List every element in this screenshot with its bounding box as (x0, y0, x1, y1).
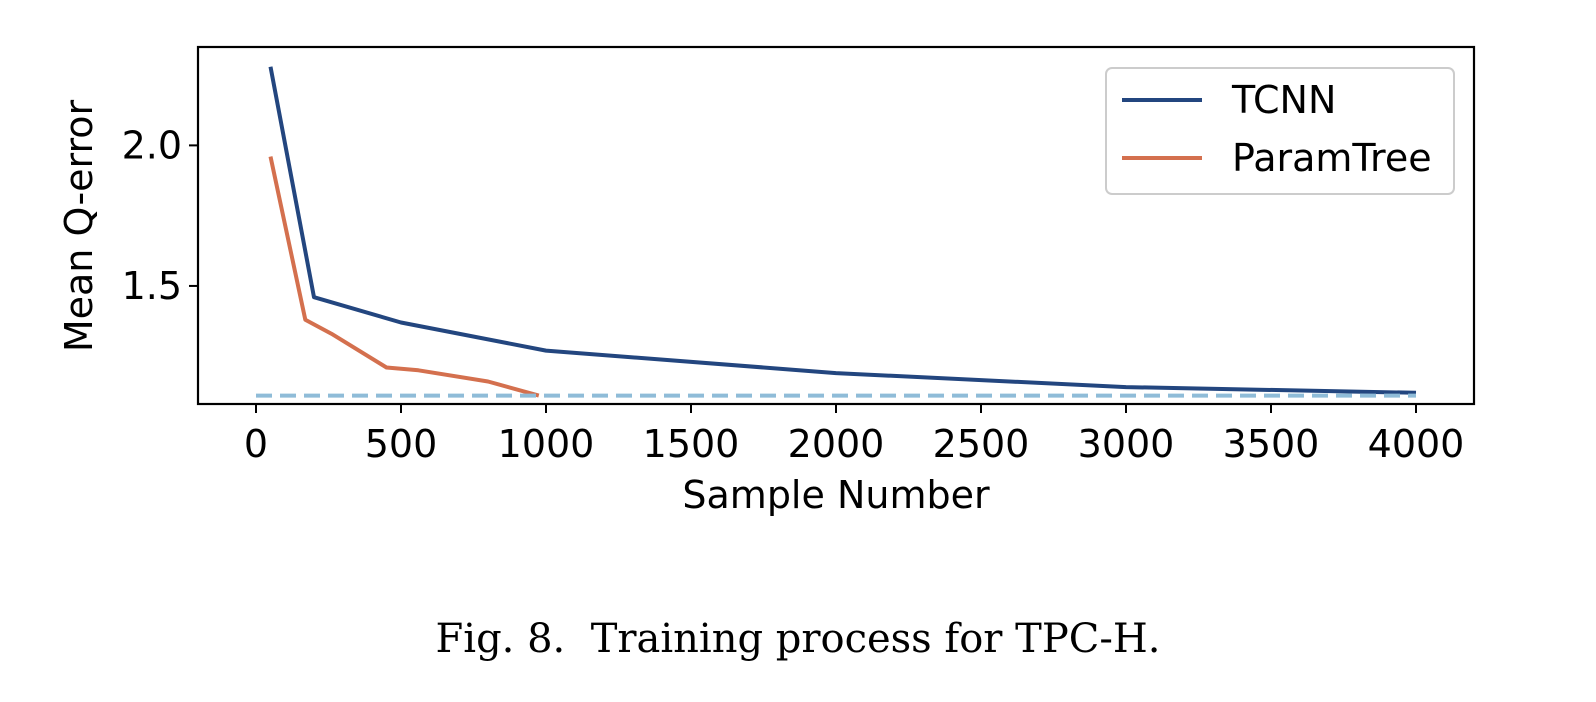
x-tick-label: 3500 (1223, 422, 1320, 466)
legend: TCNN ParamTree (1105, 67, 1455, 195)
legend-entries: TCNN ParamTree (1122, 78, 1432, 180)
chart: 0 500 1000 1500 2000 2500 3000 3500 4000 1.52.0 … (57, 45, 1476, 517)
series-line-tcnn (268, 66, 1417, 395)
x-axis-label: Sample Number (682, 473, 990, 517)
x-tick-label: 2500 (933, 422, 1030, 466)
legend-label-paramtree: ParamTree (1232, 136, 1432, 180)
x-tick-label: 0 (244, 422, 268, 466)
x-tick-label: 500 (365, 422, 438, 466)
series-line-paramtree (268, 156, 540, 398)
y-ticks: 1.5 2.0 (122, 123, 198, 308)
legend-label-tcnn: TCNN (1231, 78, 1336, 122)
y-tick-label: 1.5 (122, 264, 182, 308)
x-tick-label: 4000 (1368, 422, 1465, 466)
y-axis-label: Mean Q-error (57, 99, 101, 352)
x-tick-label: 1500 (643, 422, 740, 466)
series-lines (256, 66, 1417, 398)
x-ticks: 0 500 1000 1500 2000 2500 3000 3500 4000 (244, 404, 1464, 466)
x-tick-label: 3000 (1078, 422, 1175, 466)
y-tick-label: 2.0 (122, 123, 182, 167)
x-tick-label: 1000 (498, 422, 595, 466)
x-tick-label: 2000 (788, 422, 885, 466)
figure-caption: Fig. 8. Training process for TPC-H. (435, 616, 1161, 662)
